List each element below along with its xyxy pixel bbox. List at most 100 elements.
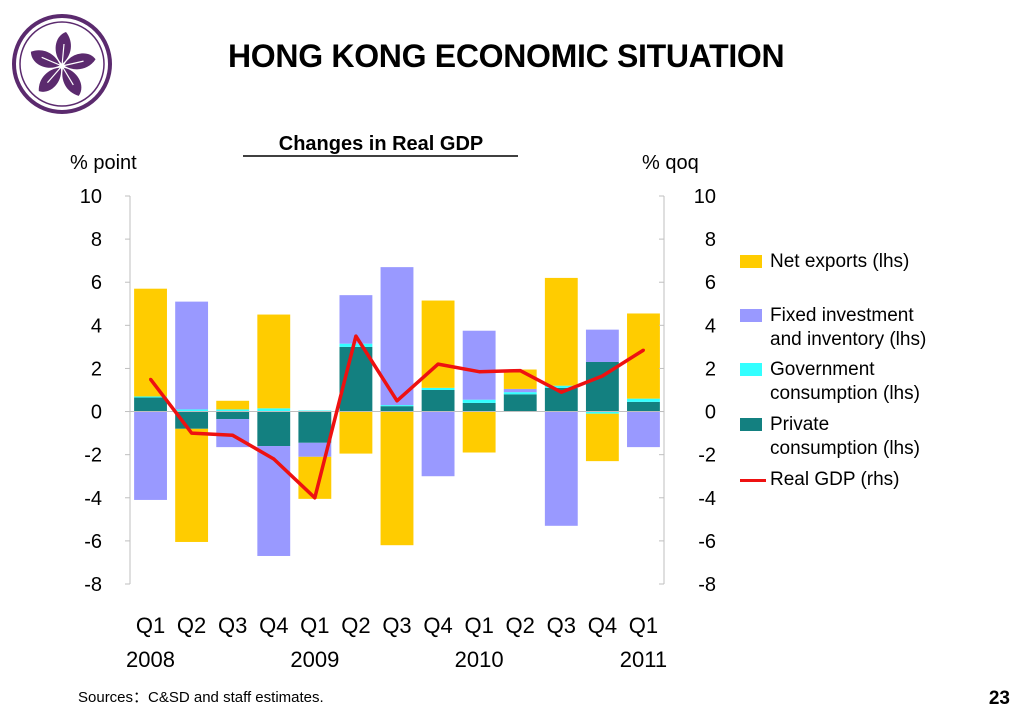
bar-series-2-cat-11 bbox=[585, 329, 619, 362]
bar-series-1-cat-4 bbox=[298, 410, 332, 412]
x-tick-label-2: Q3 bbox=[218, 613, 247, 638]
real-gdp-point-12 bbox=[641, 348, 645, 352]
x-year-label-3: 2011 bbox=[620, 647, 667, 672]
bar-series-3-cat-8 bbox=[462, 411, 496, 453]
bar-series-1-cat-0 bbox=[134, 396, 167, 398]
y-tick-label-left-6: -2 bbox=[84, 445, 102, 467]
y-tick-label-right-9: -8 bbox=[698, 574, 716, 596]
y-tick-label-left-3: 4 bbox=[91, 315, 102, 337]
page-number: 23 bbox=[988, 688, 1010, 709]
bar-series-2-cat-0 bbox=[134, 411, 167, 500]
bar-series-0-cat-4 bbox=[298, 411, 332, 443]
real-gdp-point-4 bbox=[313, 496, 317, 500]
slide-title: HONG KONG ECONOMIC SITUATION bbox=[228, 38, 785, 74]
source-note: Sources：C&SD and staff estimates. bbox=[78, 689, 324, 706]
real-gdp-point-6 bbox=[395, 399, 399, 403]
y-tick-label-right-1: 8 bbox=[705, 229, 716, 251]
bar-series-0-cat-3 bbox=[257, 411, 291, 447]
bar-series-1-cat-11 bbox=[585, 411, 619, 414]
y-axis-right-label: % qoq bbox=[642, 152, 699, 174]
y-tick-label-left-8: -6 bbox=[84, 531, 102, 553]
bar-series-1-cat-5 bbox=[339, 343, 373, 347]
y-tick-label-left-5: 0 bbox=[91, 402, 102, 424]
legend-swatch-1 bbox=[740, 363, 762, 376]
bar-series-3-cat-1 bbox=[175, 428, 209, 542]
x-tick-label-7: Q4 bbox=[423, 613, 452, 638]
bar-series-1-cat-6 bbox=[380, 405, 414, 407]
bar-series-0-cat-7 bbox=[421, 390, 455, 412]
bar-series-2-cat-12 bbox=[627, 411, 660, 448]
x-tick-label-0: Q1 bbox=[136, 613, 165, 638]
bar-series-0-cat-2 bbox=[216, 411, 250, 420]
bar-series-2-cat-3 bbox=[257, 446, 291, 556]
real-gdp-point-7 bbox=[436, 362, 440, 366]
x-tick-label-3: Q4 bbox=[259, 613, 288, 638]
bar-series-1-cat-3 bbox=[257, 408, 291, 412]
bar-series-2-cat-1 bbox=[175, 301, 209, 410]
real-gdp-point-1 bbox=[190, 431, 194, 435]
legend-swatch-2 bbox=[740, 309, 762, 322]
real-gdp-point-5 bbox=[354, 334, 358, 338]
y-tick-label-left-1: 8 bbox=[91, 229, 102, 251]
bar-series-2-cat-10 bbox=[544, 411, 578, 526]
x-tick-label-5: Q2 bbox=[341, 613, 370, 638]
bar-series-3-cat-6 bbox=[380, 411, 414, 546]
bar-series-3-cat-10 bbox=[544, 277, 578, 386]
bar-series-2-cat-8 bbox=[462, 330, 496, 400]
y-tick-label-right-6: -2 bbox=[698, 445, 716, 467]
legend-label-2: Fixed investment and inventory (lhs) bbox=[770, 305, 927, 350]
y-tick-label-left-9: -8 bbox=[84, 574, 102, 596]
bar-series-0-cat-6 bbox=[380, 406, 414, 412]
x-tick-label-11: Q4 bbox=[588, 613, 617, 638]
x-year-label-1: 2009 bbox=[290, 647, 339, 672]
bar-series-0-cat-9 bbox=[503, 394, 537, 412]
y-tick-label-right-3: 4 bbox=[705, 315, 716, 337]
y-axis-left-label: % point bbox=[70, 152, 137, 174]
legend-label-0: Private consumption (lhs) bbox=[770, 414, 920, 459]
legend-swatch-0 bbox=[740, 418, 762, 431]
y-tick-label-right-4: 2 bbox=[705, 358, 716, 380]
y-tick-label-left-0: 10 bbox=[80, 186, 102, 208]
bar-series-1-cat-1 bbox=[175, 409, 209, 412]
bar-series-1-cat-12 bbox=[627, 398, 660, 402]
chart-title: Changes in Real GDP bbox=[279, 133, 484, 155]
bar-series-3-cat-2 bbox=[216, 400, 250, 410]
x-tick-label-12: Q1 bbox=[629, 613, 658, 638]
bar-series-3-cat-3 bbox=[257, 314, 291, 409]
legend-label-1: Government consumption (lhs) bbox=[770, 359, 920, 404]
y-tick-label-right-0: 10 bbox=[694, 186, 716, 208]
bar-series-0-cat-10 bbox=[544, 387, 578, 412]
x-tick-label-1: Q2 bbox=[177, 613, 206, 638]
real-gdp-point-0 bbox=[149, 377, 153, 381]
bar-series-1-cat-10 bbox=[544, 385, 578, 388]
bar-series-1-cat-9 bbox=[503, 392, 537, 395]
y-tick-label-left-2: 6 bbox=[91, 272, 102, 294]
bar-series-0-cat-0 bbox=[134, 397, 167, 412]
real-gdp-point-3 bbox=[272, 457, 276, 461]
legend-swatch-3 bbox=[740, 255, 762, 268]
x-year-label-0: 2008 bbox=[126, 647, 175, 672]
x-tick-label-10: Q3 bbox=[547, 613, 576, 638]
y-tick-label-right-5: 0 bbox=[705, 402, 716, 424]
y-tick-label-left-4: 2 bbox=[91, 358, 102, 380]
real-gdp-point-9 bbox=[518, 369, 522, 373]
y-tick-label-right-7: -4 bbox=[698, 488, 716, 510]
x-year-label-2: 2010 bbox=[455, 647, 504, 672]
bar-series-2-cat-7 bbox=[421, 411, 455, 477]
bar-series-1-cat-8 bbox=[462, 399, 496, 403]
y-tick-label-right-2: 6 bbox=[705, 272, 716, 294]
bar-series-0-cat-12 bbox=[627, 401, 660, 412]
x-tick-label-4: Q1 bbox=[300, 613, 329, 638]
legend-label-4: Real GDP (rhs) bbox=[770, 469, 900, 490]
bar-series-3-cat-5 bbox=[339, 411, 373, 454]
x-tick-label-9: Q2 bbox=[506, 613, 535, 638]
bar-series-2-cat-9 bbox=[503, 388, 537, 393]
legend-swatch-4 bbox=[740, 479, 766, 482]
x-tick-label-8: Q1 bbox=[464, 613, 493, 638]
real-gdp-point-11 bbox=[600, 374, 604, 378]
y-tick-label-left-7: -4 bbox=[84, 488, 102, 510]
bar-series-1-cat-2 bbox=[216, 409, 250, 412]
bar-series-3-cat-11 bbox=[585, 413, 619, 462]
real-gdp-point-10 bbox=[559, 390, 563, 394]
